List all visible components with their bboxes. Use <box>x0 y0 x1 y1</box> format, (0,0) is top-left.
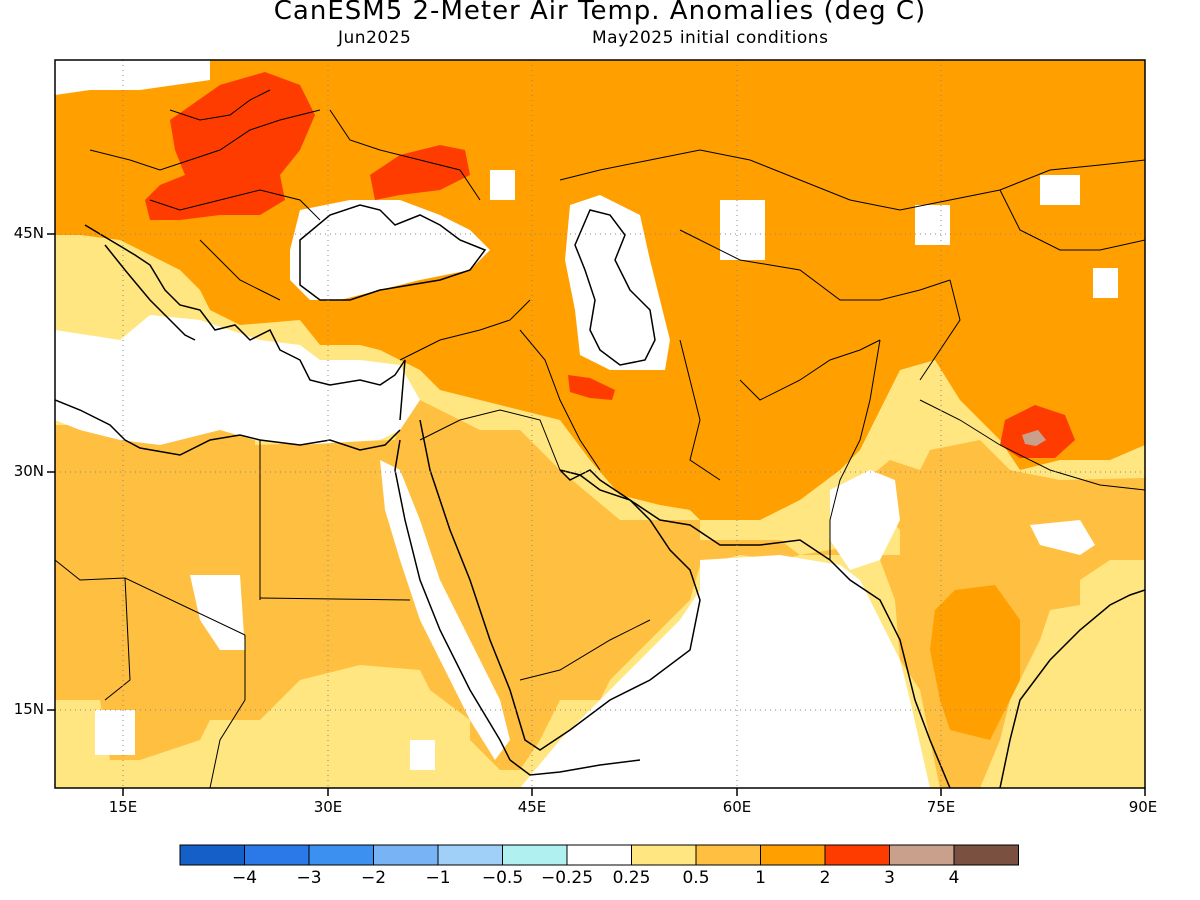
border-turkey-syria <box>399 299 531 361</box>
coastline-black-sea <box>299 204 487 301</box>
lon-label-75e: 75E <box>926 798 956 816</box>
coastline-caspian <box>574 209 656 366</box>
near-zero-chad <box>95 710 135 755</box>
colorbar-swatch <box>760 844 826 866</box>
colorbar-swatch <box>502 844 568 866</box>
colorbar-swatch <box>373 844 439 866</box>
border-china-west <box>919 279 961 381</box>
coastline-persian-gulf <box>559 469 831 561</box>
border-europe-1 <box>89 109 321 171</box>
border-europe-3 <box>169 89 271 121</box>
plot-frame <box>54 59 1146 789</box>
border-sahara-1 <box>55 559 246 636</box>
border-india-nepal <box>919 399 1145 491</box>
colorbar-label: −3 <box>296 868 322 888</box>
coastline-red-sea-west <box>394 439 511 761</box>
colorbar-label: 2 <box>819 868 831 888</box>
border-balkans <box>199 239 281 301</box>
near-zero-mongolia <box>1040 175 1080 205</box>
border-egypt-sudan <box>259 597 411 601</box>
coastline-india-west <box>829 559 951 788</box>
near-zero-volga <box>490 170 515 200</box>
border-kaz-south <box>679 229 951 301</box>
near-zero-tarim <box>1093 268 1118 298</box>
coastline-italy <box>104 244 196 341</box>
lat-label-45n: 45N <box>13 224 44 242</box>
colorbar-swatch <box>179 844 245 866</box>
tick-marks <box>47 233 1146 796</box>
near-zero-ganges <box>1030 520 1095 555</box>
border-pak-india <box>829 339 881 560</box>
colorbar-swatch <box>695 844 761 866</box>
colorbar-label: −2 <box>360 868 387 888</box>
colorbar-swatch <box>566 844 632 866</box>
near-zero-arabian-sea <box>520 555 930 788</box>
colorbar-swatch <box>824 844 890 866</box>
anomaly-3-to-4-tibet <box>1022 430 1046 446</box>
country-borders <box>55 89 1145 788</box>
colorbar-swatch <box>889 844 955 866</box>
near-zero-ethiopia <box>410 740 435 770</box>
near-zero-mediterranean <box>55 315 420 445</box>
near-zero-red-sea <box>380 460 510 760</box>
lon-label-60e: 60E <box>722 798 752 816</box>
lon-label-90e: 90E <box>1128 798 1158 816</box>
coastline-mediterranean-north <box>84 224 406 421</box>
lat-label-15n: 15N <box>13 700 44 718</box>
lon-label-15e: 15E <box>108 798 138 816</box>
colorbar-label: −0.25 <box>540 868 594 888</box>
lon-label-45e: 45E <box>517 798 547 816</box>
colorbar-label: 1 <box>755 868 766 888</box>
colorbar-label: 0.5 <box>682 868 710 888</box>
gridlines <box>55 60 1145 788</box>
near-zero-sahara <box>190 575 245 650</box>
border-sahara-2 <box>104 577 131 701</box>
colorbar-label: −1 <box>425 868 451 888</box>
forecast-month: Jun2025 <box>338 28 412 48</box>
border-iran-afgh <box>679 339 721 481</box>
anomaly-2-to-3-iran <box>568 375 615 400</box>
coastlines <box>55 204 1145 788</box>
near-zero-balkhash <box>915 205 950 245</box>
lon-label-30e: 30E <box>313 798 343 816</box>
colorbar-swatch <box>244 844 310 866</box>
border-mongolia <box>999 189 1145 251</box>
anomaly-2-to-3-europe <box>145 72 315 220</box>
colorbar-label: −4 <box>231 868 258 888</box>
border-europe-2 <box>149 189 321 221</box>
colorbar-swatch <box>953 844 1019 866</box>
border-afgh-pak <box>739 339 881 401</box>
map-title: CanESM5 2-Meter Air Temp. Anomalies (deg… <box>273 0 927 26</box>
colorbar-swatch <box>437 844 503 866</box>
colorbar-label: −0.5 <box>481 868 524 888</box>
lat-label-30n: 30N <box>13 462 44 480</box>
anomaly-1-to-2-india <box>930 585 1020 740</box>
colorbar-swatch <box>631 844 697 866</box>
border-arabia-1 <box>419 409 561 471</box>
coastline-north-africa <box>55 399 401 456</box>
border-russia-ukr <box>329 109 481 201</box>
near-zero-aral <box>720 200 765 260</box>
initial-conditions: May2025 initial conditions <box>592 28 829 48</box>
anomaly-2-to-3-ukraine <box>370 145 470 200</box>
coastline-arabia <box>419 419 701 751</box>
near-zero-north-india <box>830 470 900 570</box>
colorbar-label: 4 <box>948 868 960 888</box>
colorbar-swatch <box>308 844 374 866</box>
colorbar <box>179 844 1019 866</box>
colorbar-label: 0.25 <box>612 868 651 888</box>
coastline-horn-africa <box>509 759 641 776</box>
coastline-india-east <box>999 589 1145 788</box>
border-sahara-3 <box>209 635 246 788</box>
near-zero-arctic-edge <box>55 60 210 95</box>
anomaly-field <box>55 60 1145 788</box>
border-arabia-2 <box>519 619 651 681</box>
colorbar-label: 3 <box>884 868 895 888</box>
border-kazakh <box>559 149 1145 211</box>
border-iran-iraq <box>519 329 601 471</box>
